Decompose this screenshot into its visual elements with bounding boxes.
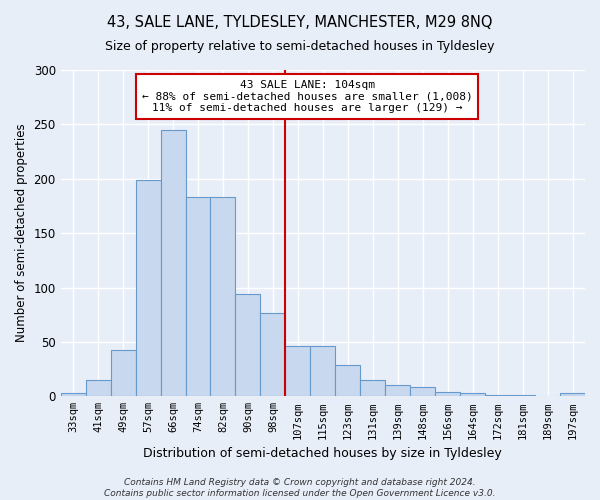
- Bar: [435, 392, 460, 396]
- X-axis label: Distribution of semi-detached houses by size in Tyldesley: Distribution of semi-detached houses by …: [143, 447, 502, 460]
- Bar: [360, 380, 385, 396]
- Bar: [485, 395, 510, 396]
- Bar: [110, 350, 136, 397]
- Bar: [286, 346, 310, 397]
- Bar: [86, 380, 110, 396]
- Y-axis label: Number of semi-detached properties: Number of semi-detached properties: [15, 124, 28, 342]
- Bar: [310, 346, 335, 397]
- Bar: [385, 386, 410, 396]
- Bar: [510, 395, 535, 396]
- Text: Contains HM Land Registry data © Crown copyright and database right 2024.
Contai: Contains HM Land Registry data © Crown c…: [104, 478, 496, 498]
- Bar: [185, 198, 211, 396]
- Text: Size of property relative to semi-detached houses in Tyldesley: Size of property relative to semi-detach…: [105, 40, 495, 53]
- Bar: [161, 130, 185, 396]
- Text: 43, SALE LANE, TYLDESLEY, MANCHESTER, M29 8NQ: 43, SALE LANE, TYLDESLEY, MANCHESTER, M2…: [107, 15, 493, 30]
- Bar: [335, 365, 360, 396]
- Bar: [61, 393, 86, 396]
- Bar: [136, 180, 161, 396]
- Bar: [460, 393, 485, 396]
- Bar: [211, 198, 235, 396]
- Bar: [260, 312, 286, 396]
- Bar: [235, 294, 260, 396]
- Bar: [410, 386, 435, 396]
- Text: 43 SALE LANE: 104sqm
← 88% of semi-detached houses are smaller (1,008)
11% of se: 43 SALE LANE: 104sqm ← 88% of semi-detac…: [142, 80, 472, 113]
- Bar: [560, 393, 585, 396]
